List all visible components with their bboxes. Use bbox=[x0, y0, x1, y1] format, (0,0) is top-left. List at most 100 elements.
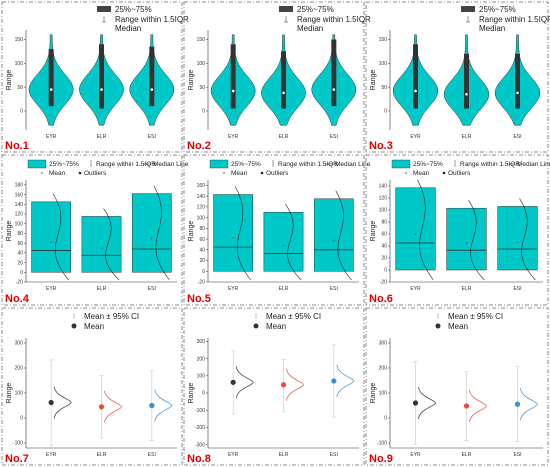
y-tick-label: 0 bbox=[20, 109, 23, 115]
y-tick-label: 60 bbox=[381, 232, 387, 238]
iqr-bar-ESI bbox=[515, 53, 520, 109]
legend-outlier-symbol bbox=[260, 171, 264, 175]
x-tick-label: ESI bbox=[513, 134, 521, 140]
iqr-bar-EYR bbox=[48, 49, 54, 107]
panel-id: No.7 bbox=[5, 453, 29, 465]
x-tick-label: ESI bbox=[148, 452, 156, 458]
median-dot-ELR bbox=[100, 88, 103, 91]
y-tick-label: 60 bbox=[199, 237, 205, 243]
mean-dot-EYR bbox=[50, 241, 52, 243]
legend-label: Mean bbox=[84, 322, 104, 331]
box-EYR bbox=[31, 201, 72, 273]
x-tick-label: ELR bbox=[97, 134, 107, 140]
y-tick-label: 0 bbox=[202, 109, 205, 115]
legend-box-swatch bbox=[209, 159, 229, 169]
normal-curve-ESI bbox=[153, 185, 170, 281]
median-dot-EYR bbox=[49, 88, 53, 91]
mean-point-ESI bbox=[149, 402, 155, 409]
panel-9: -100 0 100 200 300 EYR ELR ESI Range Mean ± 95% C… bbox=[365, 307, 549, 466]
median-dot-ESI bbox=[332, 88, 336, 91]
legend-label: Median Line bbox=[517, 161, 550, 168]
x-tick-label: ELR bbox=[462, 134, 472, 140]
density-curve-EYR bbox=[418, 386, 436, 420]
x-tick-label: ESI bbox=[330, 286, 338, 292]
legend-label: Mean ± 95% CI bbox=[266, 312, 321, 321]
panel-id: No.6 bbox=[369, 293, 393, 305]
y-tick-label: 40 bbox=[381, 244, 387, 250]
normal-curve-ESI bbox=[519, 198, 536, 281]
normal-curve-EYR bbox=[52, 193, 70, 281]
iqr-bar-ESI bbox=[149, 46, 155, 107]
panel-id: No.2 bbox=[187, 140, 211, 152]
density-curve-ESI bbox=[154, 389, 173, 422]
legend-outlier-symbol bbox=[78, 171, 82, 175]
y-tick-label: -20 bbox=[198, 280, 205, 286]
y-tick-label: 200 bbox=[379, 366, 388, 372]
legend-label: Median bbox=[479, 24, 505, 33]
legend-label: Median bbox=[297, 24, 323, 33]
x-tick-label: ELR bbox=[279, 452, 289, 458]
box-ELR bbox=[81, 216, 122, 273]
x-tick-label: EYR bbox=[410, 452, 421, 458]
x-tick-label: EYR bbox=[410, 286, 421, 292]
y-tick-label: -100 bbox=[13, 441, 23, 447]
y-tick-label: 0 bbox=[20, 270, 23, 276]
panel-1: 0 50 100 150 EYR ELR ESI Range 25%~75%Range with… bbox=[1, 1, 189, 153]
y-axis-label: Range bbox=[370, 221, 377, 242]
y-tick-label: 100 bbox=[379, 208, 388, 214]
normal-curve-ESI bbox=[335, 190, 352, 281]
y-axis-label: Range bbox=[188, 221, 195, 242]
legend-label: Median bbox=[115, 24, 141, 33]
legend-label: Range within 1.5IQR bbox=[278, 161, 338, 168]
density-curve-ELR bbox=[286, 368, 304, 401]
panel-frame bbox=[1, 1, 183, 153]
mean-point-EYR bbox=[230, 379, 236, 385]
panel-frame bbox=[365, 1, 549, 153]
y-tick-label: 200 bbox=[197, 356, 206, 362]
x-tick-label: EYR bbox=[46, 452, 57, 458]
y-tick-label: 200 bbox=[15, 366, 24, 372]
density-curve-EYR bbox=[235, 366, 254, 399]
legend-label: Mean ± 95% CI bbox=[448, 312, 503, 321]
normal-curve-ELR bbox=[468, 200, 485, 281]
panel-id: No.8 bbox=[187, 453, 211, 465]
mean-dot-ELR bbox=[465, 242, 468, 244]
iqr-bar-ELR bbox=[464, 53, 469, 109]
legend-label: Range within 1.5IQR bbox=[115, 15, 189, 24]
legend-label: Range within 1.5IQR bbox=[460, 161, 520, 168]
legend-label: 25%~75% bbox=[297, 5, 334, 14]
panel-5: -20 0 20 40 60 80 100 120 140 160 EYR ELR ESI Range 25… bbox=[183, 154, 371, 306]
iqr-bar-ESI bbox=[331, 39, 337, 107]
legend-label: 25%~75% bbox=[115, 5, 152, 14]
box-ESI bbox=[497, 206, 538, 271]
y-tick-label: 140 bbox=[15, 202, 24, 208]
y-tick-label: 80 bbox=[381, 220, 387, 226]
mean-dot-EYR bbox=[232, 237, 234, 239]
x-tick-label: ESI bbox=[513, 452, 521, 458]
panel-frame bbox=[1, 307, 183, 466]
mean-point-EYR bbox=[48, 399, 54, 406]
mean-dot-EYR bbox=[414, 233, 417, 235]
panel-id: No.3 bbox=[369, 140, 393, 152]
x-tick-label: EYR bbox=[228, 286, 239, 292]
legend-iqr-swatch bbox=[461, 6, 475, 12]
panel-4: -20 0 20 40 60 80 100 120 140 160 180 EYR ELR ESI Rang… bbox=[1, 154, 189, 306]
legend-label: 25%~75% bbox=[413, 161, 443, 168]
y-tick-label: 100 bbox=[379, 61, 388, 67]
box-ELR bbox=[446, 207, 487, 271]
mean-point-EYR bbox=[412, 400, 419, 406]
y-tick-label: 0 bbox=[20, 416, 23, 422]
y-tick-label: 140 bbox=[197, 194, 206, 200]
panel-frame bbox=[1, 154, 183, 306]
legend-iqr-swatch bbox=[279, 6, 293, 12]
x-tick-label: ELR bbox=[97, 452, 107, 458]
mean-point-ESI bbox=[514, 401, 521, 407]
mean-dot-ELR bbox=[100, 247, 103, 249]
legend-outlier-symbol bbox=[442, 171, 446, 175]
y-tick-label: 20 bbox=[381, 256, 387, 262]
x-tick-label: ELR bbox=[279, 134, 289, 140]
legend-iqr-swatch bbox=[97, 6, 111, 12]
y-tick-label: 150 bbox=[15, 37, 24, 43]
y-tick-label: 0 bbox=[384, 268, 387, 274]
median-dot-ESI bbox=[150, 88, 154, 91]
